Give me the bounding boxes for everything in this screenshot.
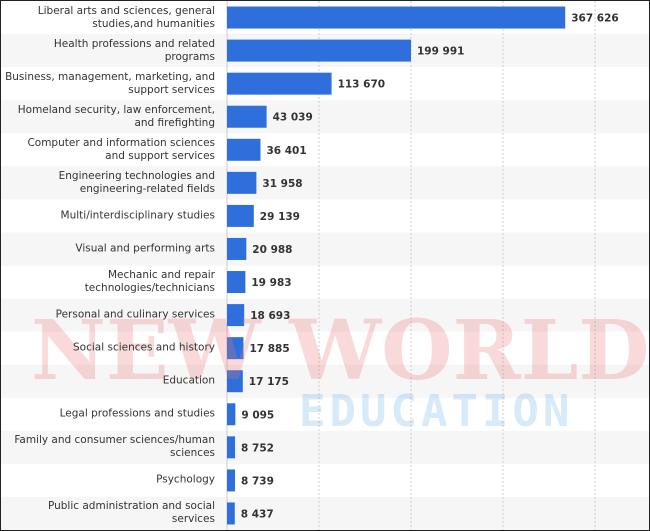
bar <box>227 39 411 62</box>
bar <box>227 237 247 260</box>
value-label: 9 095 <box>241 409 274 421</box>
bar <box>227 337 244 360</box>
category-label: Health professions and related programs <box>53 37 215 63</box>
row-band <box>1 100 649 134</box>
category-label: Mechanic and repair technologies/technic… <box>84 269 215 295</box>
bar <box>227 304 245 327</box>
category-label: Engineering technologies and engineering… <box>58 169 215 195</box>
row-band <box>1 430 649 464</box>
value-label: 367 626 <box>571 13 619 25</box>
row-band <box>1 364 649 398</box>
value-label: 8 437 <box>241 508 274 520</box>
value-label: 20 988 <box>252 244 292 256</box>
value-label: 31 958 <box>262 178 302 190</box>
bar <box>227 271 246 294</box>
bar <box>227 6 566 29</box>
bar <box>227 469 236 492</box>
value-label: 36 401 <box>266 145 306 157</box>
category-label: Multi/interdisciplinary studies <box>60 209 215 222</box>
category-label: Homeland security, law enforcement, and … <box>17 103 215 129</box>
category-label: Legal professions and studies <box>59 407 215 420</box>
category-label: Computer and information sciences and su… <box>27 136 215 162</box>
bar <box>227 171 257 194</box>
value-label: 113 670 <box>338 79 386 91</box>
bar <box>227 502 235 525</box>
bar <box>227 436 236 459</box>
category-label: Education <box>162 374 215 387</box>
bar <box>227 370 243 393</box>
row-band <box>1 166 649 200</box>
bar <box>227 72 332 95</box>
value-label: 17 885 <box>249 343 289 355</box>
category-label: Public administration and social service… <box>47 500 215 526</box>
bar <box>227 403 236 426</box>
value-label: 17 175 <box>249 376 289 388</box>
value-label: 19 983 <box>251 277 291 289</box>
bar <box>227 105 267 128</box>
watermark: EDUCATION <box>299 386 573 437</box>
bar <box>227 204 254 227</box>
row-band <box>1 298 649 332</box>
category-label: Social sciences and history <box>73 341 215 354</box>
row-band <box>1 496 649 530</box>
value-label: 199 991 <box>417 46 465 58</box>
category-label: Psychology <box>156 473 215 486</box>
category-label: Personal and culinary services <box>55 308 215 321</box>
category-label: Liberal arts and sciences, general studi… <box>37 4 215 30</box>
row-band <box>1 232 649 266</box>
bar <box>227 138 261 161</box>
category-label: Visual and performing arts <box>75 242 215 255</box>
value-label: 43 039 <box>273 112 313 124</box>
value-label: 8 752 <box>241 442 274 454</box>
watermark: NEW WORLD <box>31 303 649 399</box>
category-label: Family and consumer sciences/human scien… <box>14 434 215 460</box>
value-label: 8 739 <box>241 475 274 487</box>
value-label: 18 693 <box>250 310 290 322</box>
category-label: Business, management, marketing, and sup… <box>5 70 215 96</box>
value-label: 29 139 <box>260 211 300 223</box>
